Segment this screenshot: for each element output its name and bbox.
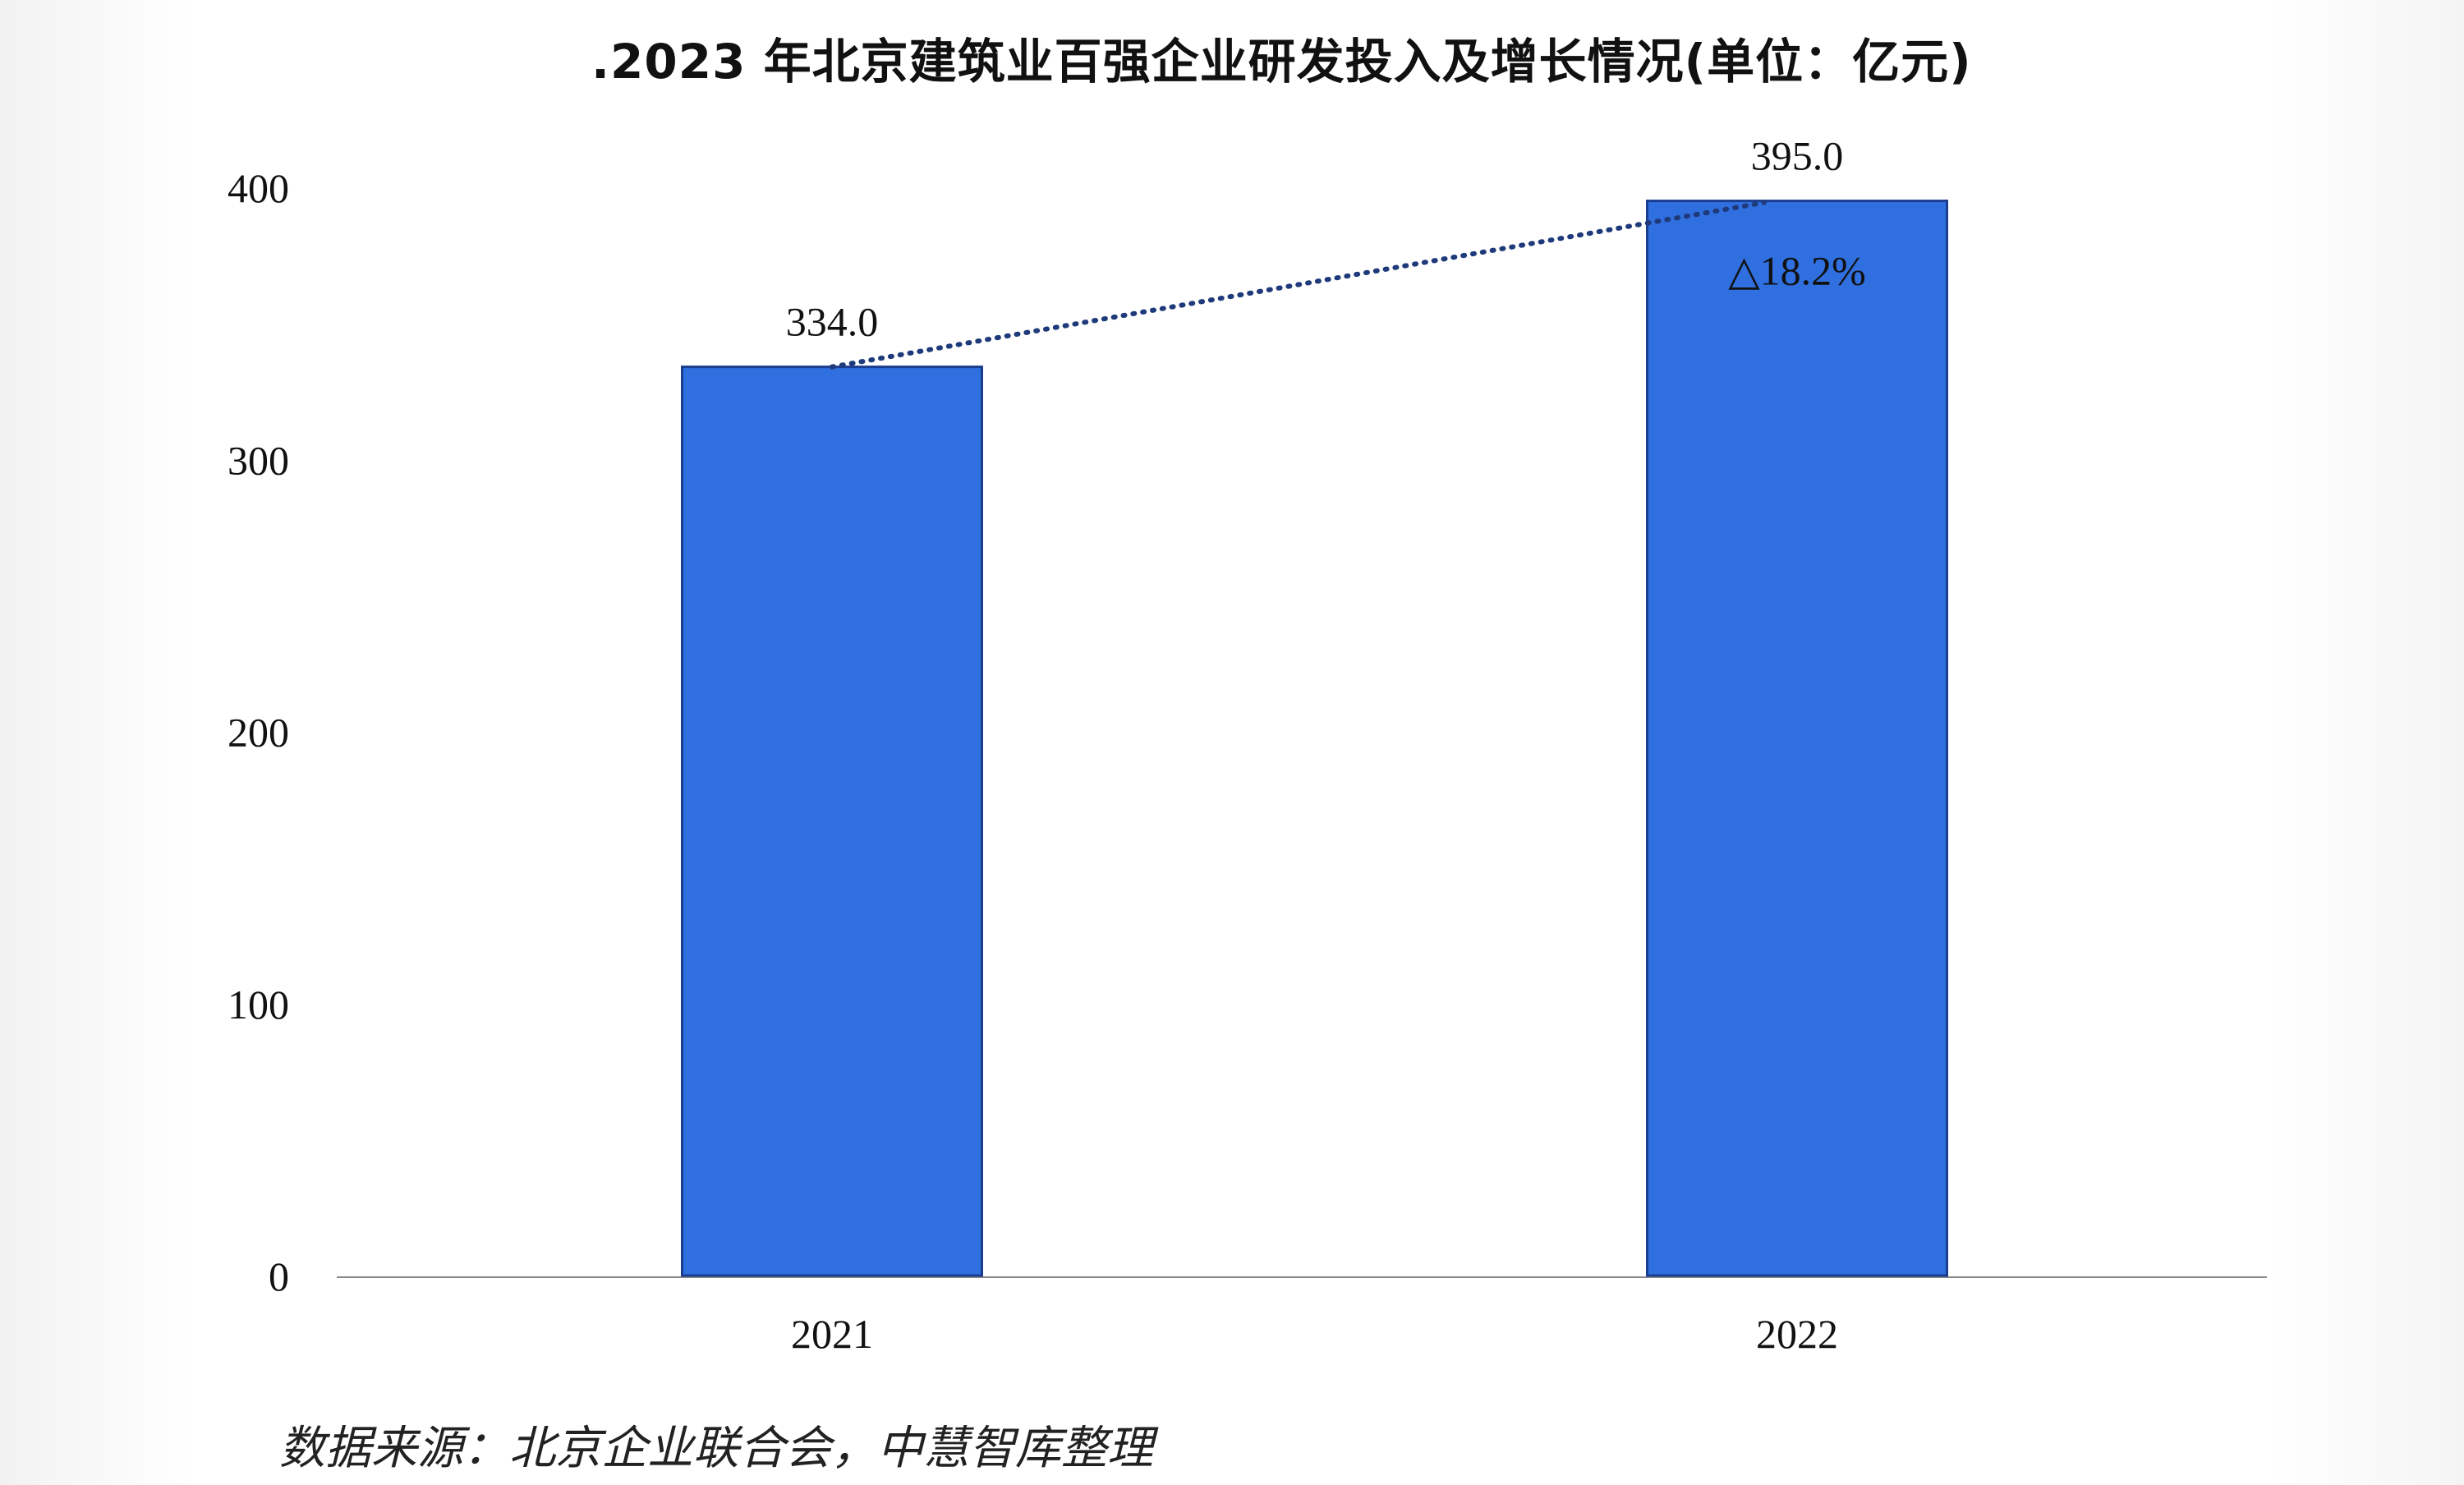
data-label-2022: 395.0 (1751, 133, 1844, 179)
bar-2021 (681, 366, 983, 1277)
source-note: 数据来源：北京企业联合会，中慧智库整理 (279, 1422, 1153, 1475)
y-axis-ticks: 0 100 200 300 400 (228, 165, 2267, 1299)
y-tick-label: 200 (228, 710, 289, 756)
y-tick-label: 300 (228, 437, 289, 483)
bars-group (681, 200, 1948, 1277)
bar-2022 (1646, 200, 1948, 1277)
y-tick-label: 400 (228, 165, 289, 211)
growth-annotation: △18.2% (1728, 248, 1866, 294)
data-labels-group: 334.0 395.0 △18.2% (786, 133, 1866, 345)
trend-line-group (830, 200, 1767, 370)
x-tick-label: 2022 (1756, 1311, 1838, 1357)
y-tick-label: 0 (269, 1253, 289, 1299)
chart-title: .2023 年北京建筑业百强企业研发投入及增长情况(单位：亿元) (591, 34, 1972, 90)
x-axis-categories: 2021 2022 (791, 1311, 1838, 1357)
y-tick-label: 100 (228, 982, 289, 1028)
x-tick-label: 2021 (791, 1311, 873, 1357)
data-label-2021: 334.0 (786, 299, 879, 345)
growth-trend-line (830, 200, 1767, 370)
